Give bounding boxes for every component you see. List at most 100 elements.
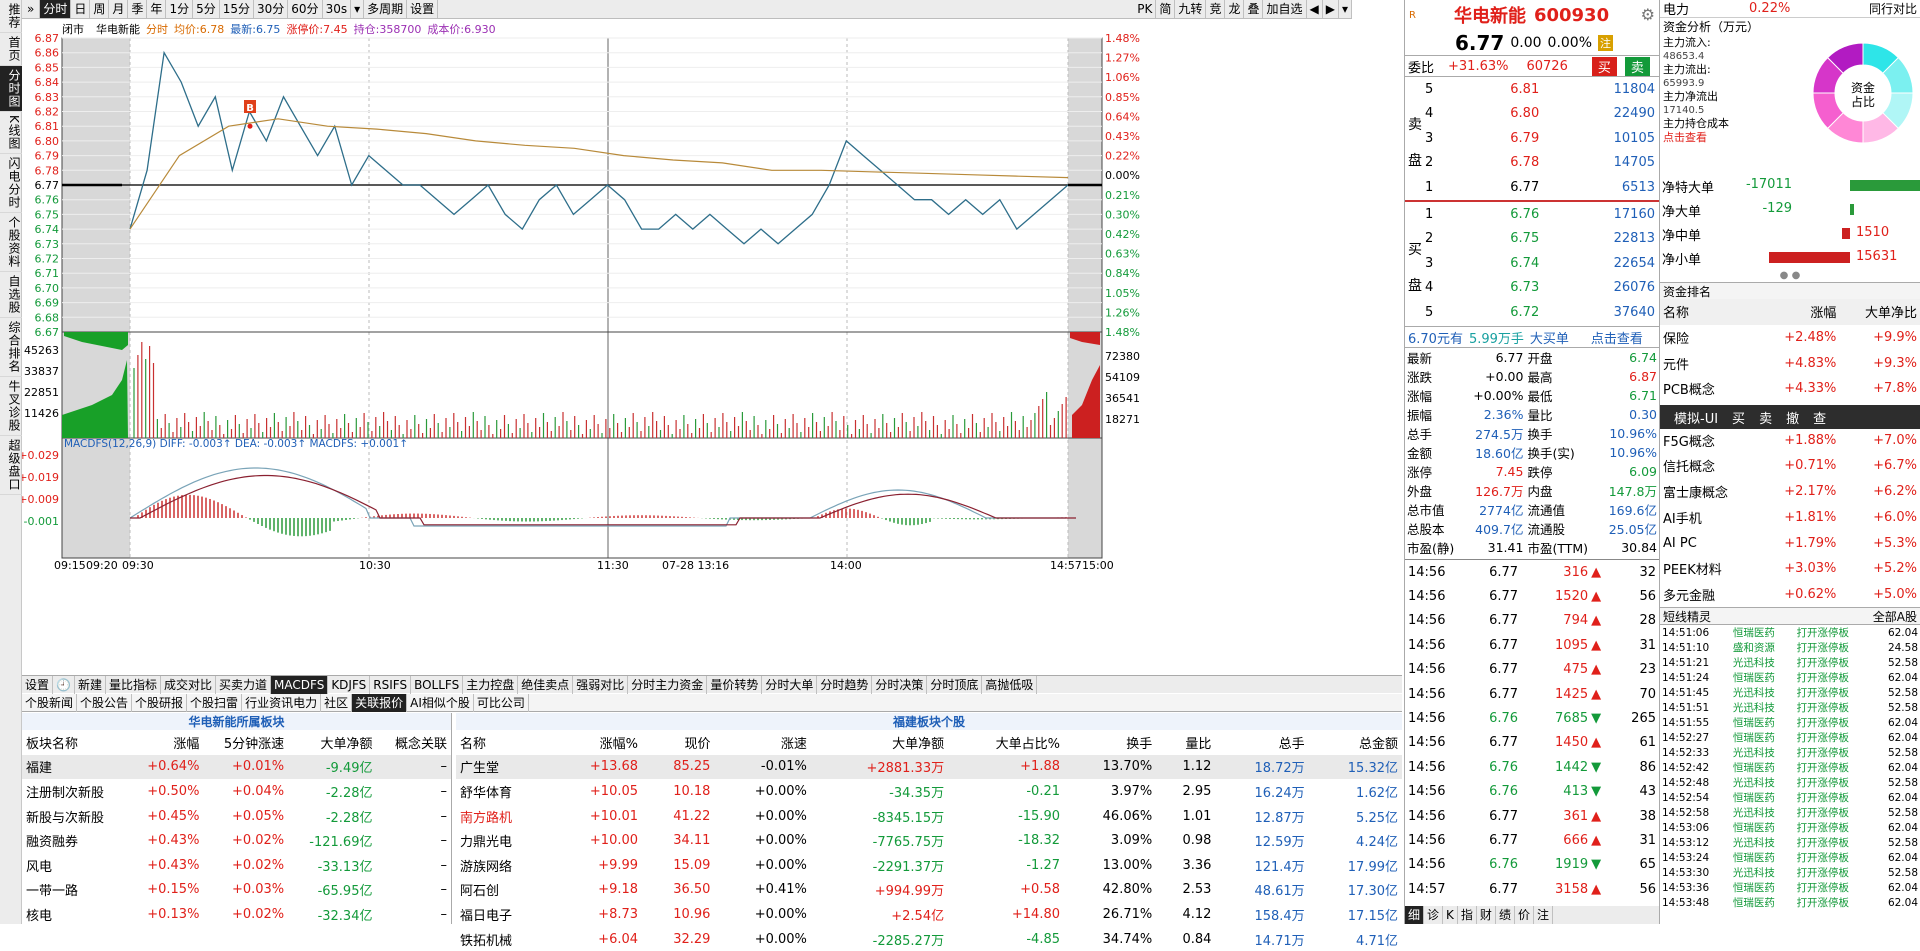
rank-col-1[interactable]: 涨幅 [1758, 299, 1840, 325]
footer-tab-3[interactable]: 指 [1458, 906, 1477, 924]
info-tab-6[interactable]: 关联报价 [352, 694, 408, 712]
stock-row[interactable]: 游族网络 +9.99 15.09 +0.00% -2291.37万 -1.27 13.00%… [456, 853, 1402, 878]
bids-row[interactable]: 3 6.74 22654 [1423, 251, 1657, 276]
stock-col-3[interactable]: 涨速 [780, 736, 807, 752]
intraday-chart[interactable]: 6.876.866.856.846.836.826.816.806.796.78… [22, 20, 1352, 675]
stock-col-0[interactable]: 名称 [460, 736, 487, 752]
nav-item-5[interactable]: 个股资料 [0, 213, 22, 272]
period-tab-5[interactable]: 年 [147, 0, 167, 18]
sector-row[interactable]: 核电 +0.13% +0.02% -32.34亿 – [22, 902, 451, 927]
info-tab-3[interactable]: 个股扫雷 [187, 694, 243, 712]
nav-item-9[interactable]: 超级盘口 [0, 436, 22, 495]
indicator-tab-16[interactable]: 分时趋势 [817, 676, 873, 694]
footer-tab-2[interactable]: K [1443, 906, 1458, 924]
gear-icon[interactable]: ⚙ [1640, 5, 1655, 24]
indicator-tab-17[interactable]: 分时决策 [872, 676, 928, 694]
tool-tab-9[interactable]: ▾ [1339, 0, 1352, 18]
rank-row[interactable]: 元件 +4.83% +9.3% [1660, 350, 1920, 376]
footer-tab-4[interactable]: 财 [1477, 906, 1496, 924]
indicator-tab-0[interactable]: 设置 [22, 676, 54, 694]
rank-row[interactable]: F5G概念 +1.88% +7.0% [1660, 427, 1920, 453]
bids-row[interactable]: 1 6.76 17160 [1423, 202, 1657, 227]
buy-marker[interactable] [244, 100, 256, 113]
stock-col-9[interactable]: 总金额 [1358, 736, 1398, 752]
tool-tab-0[interactable]: PK [1134, 0, 1157, 18]
info-tab-8[interactable]: 可比公司 [474, 694, 529, 712]
period-tab-10[interactable]: 60分 [288, 0, 323, 18]
asks-row[interactable]: 3 6.79 10105 [1423, 126, 1657, 151]
dx-row[interactable]: 14:53:24 恒瑞医药 打开涨停板 62.04 [1660, 850, 1920, 865]
indicator-tab-18[interactable]: 分时顶底 [927, 676, 983, 694]
nav-item-8[interactable]: 牛叉诊股 [0, 377, 22, 436]
nav-item-1[interactable]: 首页 [0, 33, 22, 66]
indicator-tab-7[interactable]: KDJFS [328, 676, 371, 694]
dx-row[interactable]: 14:53:30 光迅科技 打开涨停板 52.58 [1660, 865, 1920, 880]
stock-row[interactable]: 南方路机 +10.01 41.22 +0.00% -8345.15万 -15.90 46.0… [456, 804, 1402, 829]
stock-col-4[interactable]: 大单净额 [892, 736, 945, 752]
bids-row[interactable]: 4 6.73 26076 [1423, 276, 1657, 301]
period-tab-13[interactable]: 多周期 [364, 0, 408, 18]
dx-row[interactable]: 14:51:21 光迅科技 打开涨停板 52.58 [1660, 655, 1920, 670]
trade-tool-3[interactable]: 撤 [1786, 411, 1800, 427]
dx-row[interactable]: 14:53:12 光迅科技 打开涨停板 52.58 [1660, 835, 1920, 850]
period-tab-0[interactable]: 分时 [40, 0, 72, 18]
indicator-tab-6[interactable]: MACDFS [271, 676, 329, 694]
dx-row[interactable]: 14:51:45 光迅科技 打开涨停板 52.58 [1660, 685, 1920, 700]
industry-compare-link[interactable]: 同行对比 [1868, 2, 1917, 16]
indicator-tab-10[interactable]: 主力控盘 [463, 676, 519, 694]
dx-row[interactable]: 14:51:51 光迅科技 打开涨停板 52.58 [1660, 700, 1920, 715]
dx-row[interactable]: 14:53:36 恒瑞医药 打开涨停板 62.04 [1660, 880, 1920, 895]
period-tab-14[interactable]: 设置 [407, 0, 439, 18]
period-tab-7[interactable]: 5分 [193, 0, 220, 18]
indicator-tab-8[interactable]: RSIFS [370, 676, 412, 694]
period-tab-11[interactable]: 30s [323, 0, 352, 18]
footer-tab-6[interactable]: 价 [1515, 906, 1534, 924]
info-tab-0[interactable]: 个股新闻 [22, 694, 78, 712]
bigbuy-link[interactable]: 点击查看 [1590, 331, 1643, 347]
info-tab-7[interactable]: AI相似个股 [407, 694, 474, 712]
nav-item-3[interactable]: K线图 [0, 112, 22, 154]
stock-col-1[interactable]: 涨幅% [599, 736, 639, 752]
stock-col-7[interactable]: 量比 [1185, 736, 1212, 752]
tool-tab-8[interactable]: ▶ [1323, 0, 1339, 18]
collapse-icon[interactable]: » [22, 0, 41, 18]
fund-line[interactable]: 点击查看 [1663, 130, 1707, 144]
rank-col-2[interactable]: 大单净比 [1839, 299, 1920, 325]
rank-row[interactable]: 保险 +2.48% +9.9% [1660, 325, 1920, 351]
dx-scope-select[interactable]: 全部A股 [1872, 609, 1917, 624]
trade-tool-1[interactable]: 买 [1732, 411, 1746, 427]
sell-button[interactable]: 卖 [1624, 56, 1650, 76]
rank-row[interactable]: AI PC +1.79% +5.3% [1660, 530, 1920, 556]
tool-tab-3[interactable]: 竞 [1206, 0, 1226, 18]
dx-row[interactable]: 14:52:58 光迅科技 打开涨停板 52.58 [1660, 805, 1920, 820]
dx-row[interactable]: 14:52:33 光迅科技 打开涨停板 52.58 [1660, 745, 1920, 760]
footer-tab-0[interactable]: 细 [1405, 906, 1425, 924]
rank-col-0[interactable]: 名称 [1660, 299, 1759, 325]
rank-row[interactable]: AI手机 +1.81% +6.0% [1660, 505, 1920, 531]
dx-row[interactable]: 14:53:48 恒瑞医药 打开涨停板 62.04 [1660, 895, 1920, 910]
info-tab-1[interactable]: 个股公告 [77, 694, 133, 712]
info-tab-4[interactable]: 行业资讯电力 [242, 694, 322, 712]
asks-row[interactable]: 2 6.78 14705 [1423, 151, 1657, 176]
dx-row[interactable]: 14:52:54 恒瑞医药 打开涨停板 62.04 [1660, 790, 1920, 805]
stock-row[interactable]: 舒华体育 +10.05 10.18 +0.00% -34.35万 -0.21 3.97% 2.… [456, 779, 1402, 804]
sector-col-0[interactable]: 板块名称 [26, 736, 79, 752]
nav-item-4[interactable]: 闪电分时 [0, 154, 22, 213]
nav-item-6[interactable]: 自选股 [0, 272, 22, 318]
dx-row[interactable]: 14:52:48 光迅科技 打开涨停板 52.58 [1660, 775, 1920, 790]
dx-row[interactable]: 14:51:55 恒瑞医药 打开涨停板 62.04 [1660, 715, 1920, 730]
tool-tab-5[interactable]: 叠 [1244, 0, 1264, 18]
sector-row[interactable]: 新股与次新股 +0.45% +0.05% -2.28亿 – [22, 804, 451, 829]
indicator-tab-2[interactable]: 新建 [75, 676, 106, 694]
period-tab-4[interactable]: 季 [128, 0, 148, 18]
indicator-tab-12[interactable]: 强弱对比 [573, 676, 629, 694]
period-tab-9[interactable]: 30分 [254, 0, 289, 18]
footer-tab-1[interactable]: 诊 [1424, 906, 1444, 924]
buy-button[interactable]: 买 [1591, 56, 1617, 76]
info-tab-5[interactable]: 社区 [321, 694, 353, 712]
stock-row[interactable]: 力鼎光电 +10.00 34.11 +0.00% -7765.75万 -18.32 3.09… [456, 828, 1402, 853]
stock-col-6[interactable]: 换手 [1126, 736, 1153, 752]
tool-tab-6[interactable]: 加自选 [1263, 0, 1307, 18]
nav-item-7[interactable]: 综合排名 [0, 318, 22, 377]
stock-row[interactable]: 广生堂 +13.68 85.25 -0.01% +2881.33万 +1.88 13.70%… [456, 754, 1402, 780]
